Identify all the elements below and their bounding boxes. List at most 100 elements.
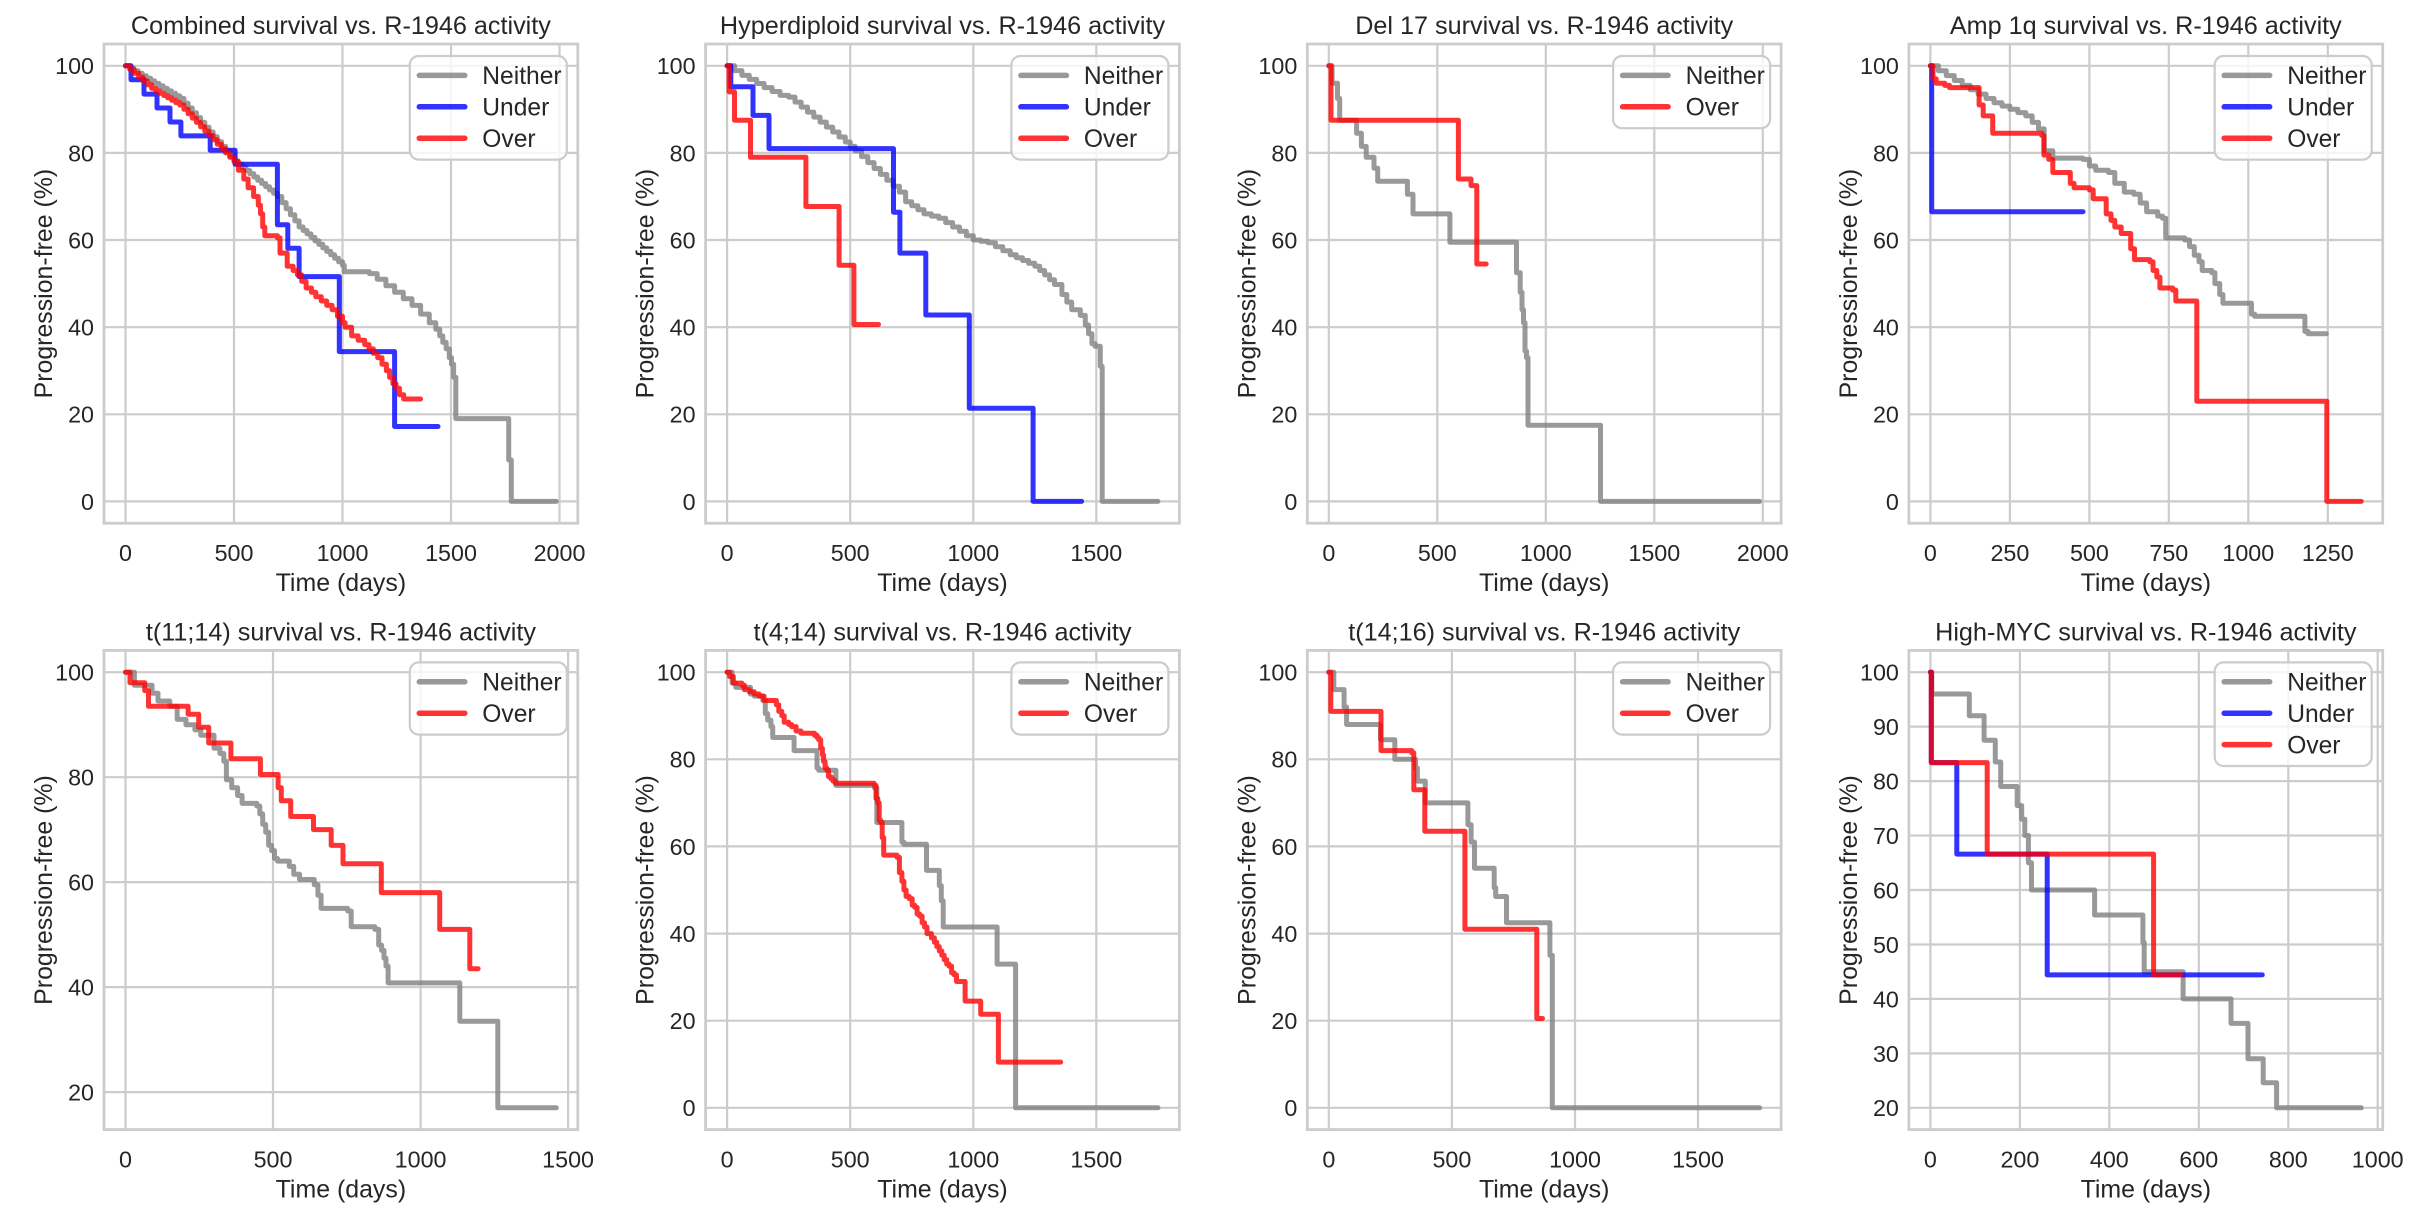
svg-text:40: 40	[670, 315, 696, 341]
svg-text:Time (days): Time (days)	[1479, 1176, 1609, 1204]
svg-text:1000: 1000	[947, 540, 999, 566]
svg-text:60: 60	[1271, 227, 1297, 253]
svg-text:90: 90	[1873, 714, 1899, 740]
svg-text:Time (days): Time (days)	[2081, 1176, 2211, 1204]
svg-text:1500: 1500	[425, 540, 477, 566]
svg-text:500: 500	[831, 1147, 870, 1173]
svg-text:60: 60	[1873, 227, 1899, 253]
svg-text:500: 500	[2070, 540, 2109, 566]
svg-text:500: 500	[1418, 540, 1457, 566]
svg-text:Over: Over	[2287, 732, 2340, 759]
svg-text:0: 0	[1924, 540, 1937, 566]
svg-text:Hyperdiploid survival vs. R-19: Hyperdiploid survival vs. R-1946 activit…	[720, 12, 1166, 40]
svg-text:0: 0	[1322, 540, 1335, 566]
svg-text:750: 750	[2149, 540, 2188, 566]
svg-text:0: 0	[81, 489, 94, 515]
svg-text:0: 0	[1886, 489, 1899, 515]
svg-text:500: 500	[831, 540, 870, 566]
svg-text:100: 100	[657, 660, 696, 686]
svg-text:Neither: Neither	[1084, 63, 1163, 90]
svg-text:40: 40	[1271, 921, 1297, 947]
svg-text:Progression-free (%): Progression-free (%)	[30, 169, 58, 399]
svg-text:40: 40	[670, 921, 696, 947]
svg-text:1500: 1500	[542, 1147, 594, 1173]
svg-text:Neither: Neither	[2287, 63, 2366, 90]
svg-text:1500: 1500	[1070, 1147, 1122, 1173]
svg-text:Neither: Neither	[482, 670, 561, 697]
svg-text:1250: 1250	[2302, 540, 2354, 566]
svg-text:600: 600	[2179, 1147, 2218, 1173]
svg-text:Over: Over	[1686, 95, 1739, 122]
svg-text:Time (days): Time (days)	[2081, 569, 2211, 597]
svg-text:40: 40	[1873, 986, 1899, 1012]
svg-text:Neither: Neither	[482, 63, 561, 90]
svg-text:80: 80	[670, 140, 696, 166]
svg-text:30: 30	[1873, 1041, 1899, 1067]
svg-text:80: 80	[68, 140, 94, 166]
svg-text:0: 0	[721, 540, 734, 566]
svg-text:1500: 1500	[1672, 1147, 1724, 1173]
svg-text:60: 60	[670, 227, 696, 253]
svg-text:High-MYC survival vs. R-1946 a: High-MYC survival vs. R-1946 activity	[1935, 618, 2357, 646]
svg-text:0: 0	[1284, 489, 1297, 515]
svg-text:2000: 2000	[1737, 540, 1789, 566]
svg-text:100: 100	[1258, 660, 1297, 686]
svg-text:20: 20	[68, 1080, 94, 1106]
svg-text:40: 40	[68, 975, 94, 1001]
svg-text:40: 40	[1271, 315, 1297, 341]
svg-text:t(14;16) survival vs. R-1946 a: t(14;16) survival vs. R-1946 activity	[1348, 618, 1740, 646]
svg-text:Progression-free (%): Progression-free (%)	[1835, 775, 1863, 1005]
svg-text:Neither: Neither	[2287, 670, 2366, 697]
svg-text:Neither: Neither	[1084, 670, 1163, 697]
svg-text:400: 400	[2090, 1147, 2129, 1173]
svg-text:0: 0	[1322, 1147, 1335, 1173]
svg-text:60: 60	[68, 227, 94, 253]
svg-text:100: 100	[55, 660, 94, 686]
svg-text:500: 500	[254, 1147, 293, 1173]
svg-text:2000: 2000	[534, 540, 586, 566]
svg-text:20: 20	[670, 402, 696, 428]
svg-text:Over: Over	[1686, 701, 1739, 728]
svg-text:60: 60	[670, 834, 696, 860]
svg-text:0: 0	[1924, 1147, 1937, 1173]
svg-text:0: 0	[119, 540, 132, 566]
svg-text:20: 20	[1873, 1095, 1899, 1121]
svg-text:1000: 1000	[2222, 540, 2274, 566]
svg-text:Time (days): Time (days)	[877, 569, 1007, 597]
svg-text:Combined survival vs. R-1946 a: Combined survival vs. R-1946 activity	[131, 12, 551, 40]
svg-text:0: 0	[683, 489, 696, 515]
svg-text:100: 100	[1258, 53, 1297, 79]
svg-text:Progression-free (%): Progression-free (%)	[632, 169, 660, 399]
svg-text:Time (days): Time (days)	[1479, 569, 1609, 597]
svg-text:Under: Under	[482, 95, 549, 122]
svg-text:40: 40	[1873, 315, 1899, 341]
svg-text:Over: Over	[2287, 126, 2340, 153]
svg-text:t(11;14) survival vs. R-1946 a: t(11;14) survival vs. R-1946 activity	[146, 618, 536, 646]
svg-text:250: 250	[1990, 540, 2029, 566]
svg-text:Over: Over	[482, 701, 535, 728]
svg-text:100: 100	[657, 53, 696, 79]
svg-text:Time (days): Time (days)	[276, 1176, 406, 1204]
svg-text:Progression-free (%): Progression-free (%)	[30, 775, 58, 1005]
svg-text:80: 80	[1271, 140, 1297, 166]
svg-text:1500: 1500	[1628, 540, 1680, 566]
svg-text:t(4;14) survival vs. R-1946 ac: t(4;14) survival vs. R-1946 activity	[754, 618, 1132, 646]
svg-text:200: 200	[2000, 1147, 2039, 1173]
svg-text:80: 80	[1873, 140, 1899, 166]
svg-text:Under: Under	[1084, 95, 1151, 122]
svg-text:Progression-free (%): Progression-free (%)	[1233, 775, 1261, 1005]
svg-text:Under: Under	[2287, 95, 2354, 122]
svg-text:1000: 1000	[1520, 540, 1572, 566]
svg-text:0: 0	[1284, 1095, 1297, 1121]
svg-text:Amp 1q survival vs. R-1946 act: Amp 1q survival vs. R-1946 activity	[1950, 12, 2342, 40]
svg-text:Over: Over	[1084, 701, 1137, 728]
svg-text:0: 0	[119, 1147, 132, 1173]
svg-text:80: 80	[670, 747, 696, 773]
svg-text:60: 60	[1271, 834, 1297, 860]
svg-text:60: 60	[68, 870, 94, 896]
svg-text:Del 17 survival vs. R-1946 act: Del 17 survival vs. R-1946 activity	[1355, 12, 1733, 40]
svg-text:20: 20	[1873, 402, 1899, 428]
svg-text:1500: 1500	[1070, 540, 1122, 566]
svg-text:80: 80	[1271, 747, 1297, 773]
svg-text:1000: 1000	[395, 1147, 447, 1173]
